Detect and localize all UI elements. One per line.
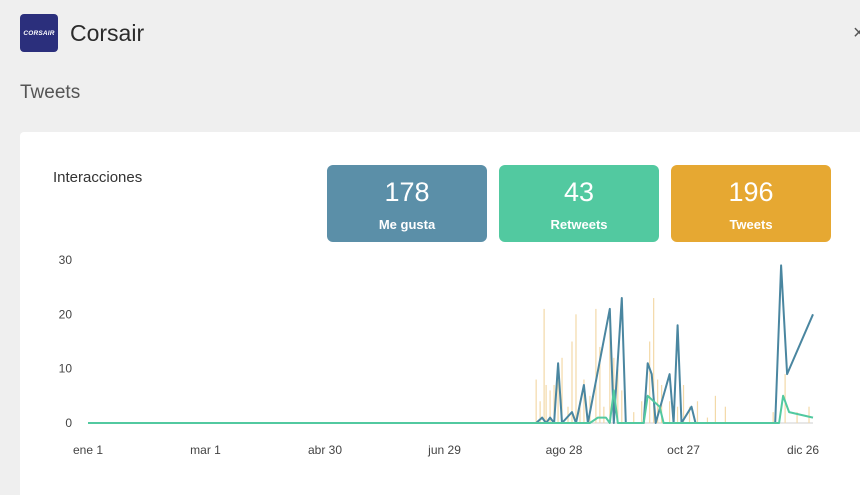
- header: CORSAIR Corsair ×: [0, 0, 860, 70]
- x-tick-label: mar 1: [190, 443, 221, 457]
- card-title: Interacciones: [53, 169, 143, 186]
- y-tick-label: 10: [59, 362, 73, 376]
- retweets-stat-card[interactable]: 43 Retweets: [499, 165, 659, 242]
- x-tick-label: oct 27: [667, 443, 700, 457]
- logo-wordmark: CORSAIR: [23, 29, 55, 37]
- y-tick-label: 0: [65, 416, 72, 430]
- x-tick-label: jun 29: [427, 443, 461, 457]
- retweets-series-line: [88, 389, 814, 424]
- x-tick-label: ago 28: [546, 443, 583, 457]
- interactions-card: Interacciones 178 Me gusta 43 Retweets 1…: [20, 132, 860, 495]
- likes-series-line: [88, 264, 814, 424]
- y-tick-label: 30: [59, 253, 73, 267]
- x-tick-label: abr 30: [308, 443, 342, 457]
- retweets-label: Retweets: [550, 217, 608, 232]
- close-icon[interactable]: ×: [853, 22, 860, 44]
- x-tick-label: ene 1: [73, 443, 103, 457]
- likes-stat-card[interactable]: 178 Me gusta: [327, 165, 487, 242]
- likes-label: Me gusta: [378, 217, 436, 232]
- retweets-count: 43: [563, 177, 595, 207]
- corsair-logo: CORSAIR: [20, 14, 58, 52]
- tweets-label: Tweets: [729, 217, 773, 232]
- tweets-count: 196: [728, 177, 774, 207]
- chart-svg: 0 10 20 30 ene 1 mar 1 abr 30 jun 29 ago 28 oct 2…: [59, 253, 820, 457]
- likes-count: 178: [384, 177, 430, 207]
- x-tick-label: dic 26: [787, 443, 819, 457]
- interactions-chart: 0 10 20 30 ene 1 mar 1 abr 30 jun 29 ago 28 oct 2…: [0, 245, 860, 475]
- y-tick-label: 20: [59, 307, 73, 321]
- brand-name: Corsair: [70, 20, 145, 46]
- section-title: Tweets: [20, 82, 81, 103]
- tweets-stat-card[interactable]: 196 Tweets: [671, 165, 831, 242]
